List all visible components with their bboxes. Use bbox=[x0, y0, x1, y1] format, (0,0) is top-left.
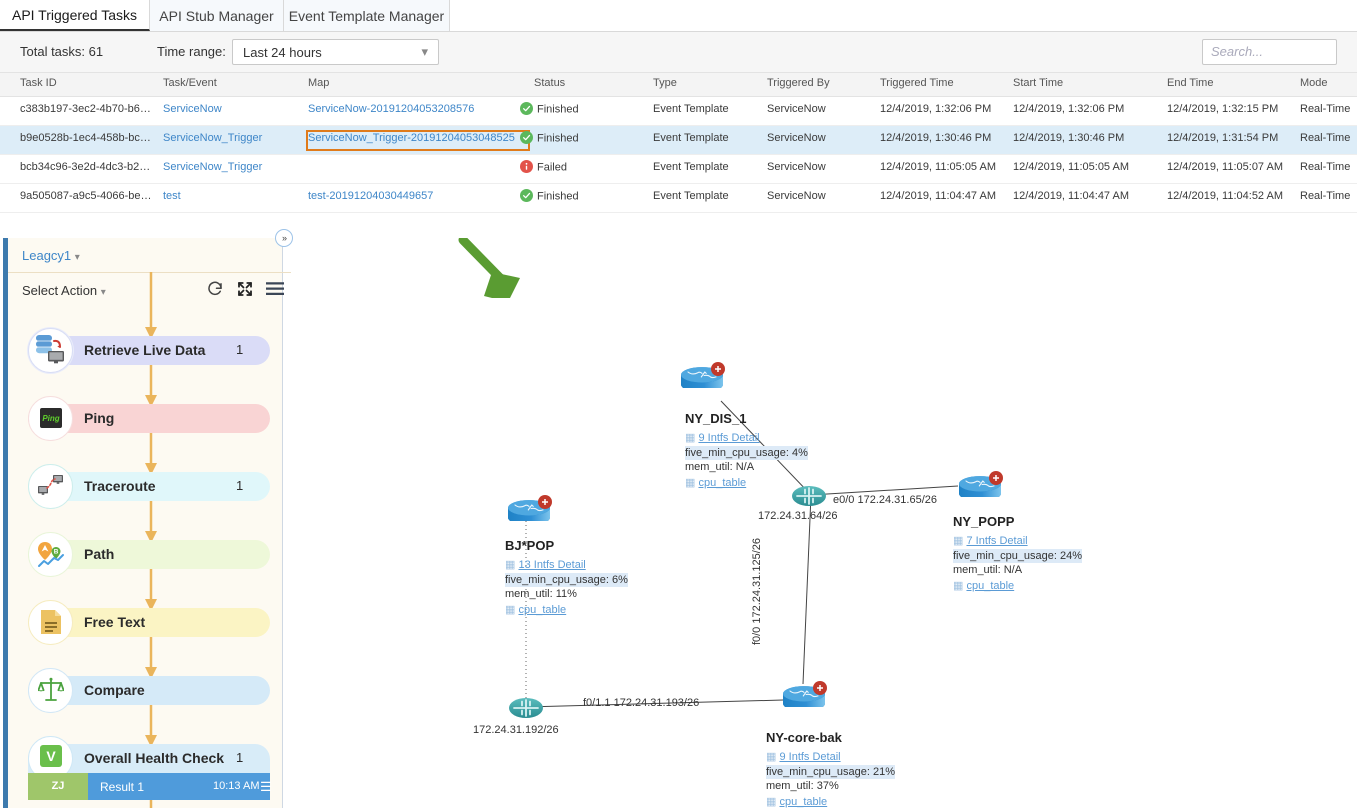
svg-text:B: B bbox=[54, 548, 59, 555]
